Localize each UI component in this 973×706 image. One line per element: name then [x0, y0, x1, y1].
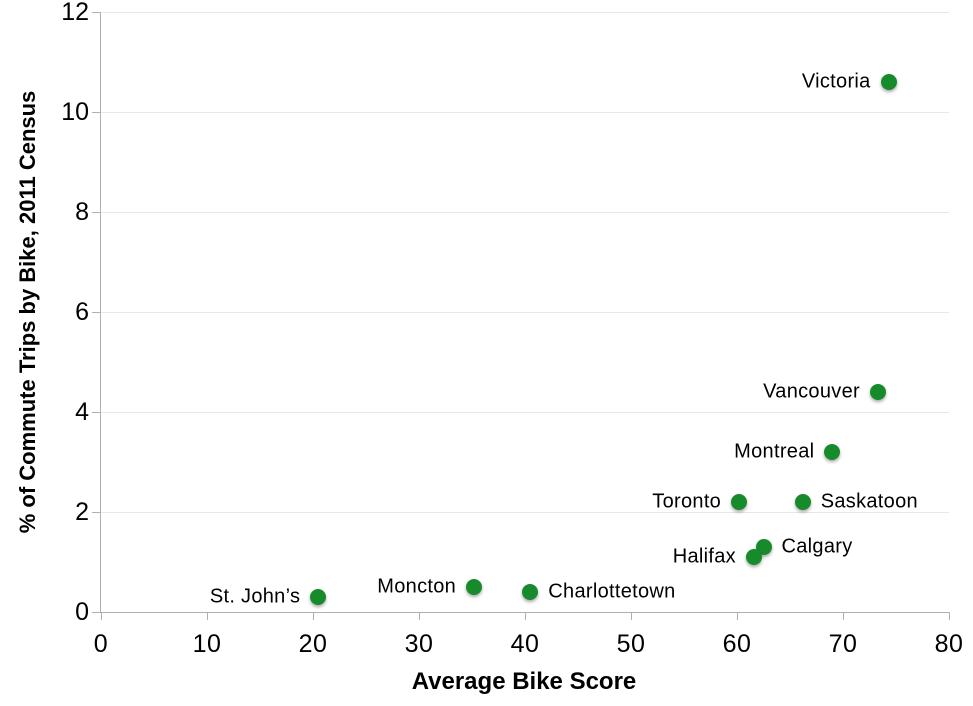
point-label-st-john-s: St. John’s — [209, 585, 301, 608]
gridline-y-12 — [101, 12, 949, 13]
x-tick-label-30: 30 — [404, 630, 434, 658]
y-tick-label-10: 10 — [61, 98, 89, 126]
y-tick-2 — [92, 512, 100, 513]
x-tick-40 — [525, 612, 526, 620]
data-point-montreal — [824, 444, 841, 460]
x-axis-title: Average Bike Score — [411, 668, 637, 695]
y-tick-6 — [92, 312, 100, 313]
data-point-st-john-s — [310, 589, 327, 605]
y-tick-12 — [92, 12, 100, 13]
gridline-y-8 — [101, 212, 949, 213]
data-point-charlottetown — [522, 584, 539, 600]
point-label-montreal: Montreal — [734, 440, 815, 463]
data-point-halifax — [745, 549, 762, 565]
y-tick-0 — [92, 612, 100, 613]
x-tick-label-20: 20 — [298, 630, 328, 658]
gridline-y-2 — [101, 512, 949, 513]
x-tick-label-80: 80 — [934, 630, 964, 658]
point-label-toronto: Toronto — [652, 490, 722, 513]
x-tick-10 — [207, 612, 208, 620]
point-label-vancouver: Vancouver — [763, 380, 860, 403]
x-tick-label-10: 10 — [192, 630, 222, 658]
y-tick-label-0: 0 — [75, 598, 89, 626]
point-label-halifax: Halifax — [672, 545, 736, 568]
y-tick-8 — [92, 212, 100, 213]
x-tick-30 — [419, 612, 420, 620]
point-label-saskatoon: Saskatoon — [820, 490, 918, 513]
data-point-toronto — [731, 494, 748, 510]
data-point-saskatoon — [794, 494, 811, 510]
point-label-moncton: Moncton — [377, 575, 457, 598]
gridline-y-6 — [101, 312, 949, 313]
x-tick-label-60: 60 — [722, 630, 752, 658]
gridline-y-4 — [101, 412, 949, 413]
x-tick-70 — [843, 612, 844, 620]
y-tick-label-12: 12 — [61, 0, 89, 26]
point-label-calgary: Calgary — [781, 535, 853, 558]
y-tick-label-4: 4 — [75, 398, 89, 426]
gridline-y-10 — [101, 112, 949, 113]
y-tick-4 — [92, 412, 100, 413]
x-tick-20 — [313, 612, 314, 620]
y-tick-10 — [92, 112, 100, 113]
x-tick-80 — [949, 612, 950, 620]
y-tick-label-2: 2 — [75, 498, 89, 526]
point-label-charlottetown: Charlottetown — [548, 580, 676, 603]
x-tick-label-50: 50 — [616, 630, 646, 658]
x-tick-60 — [737, 612, 738, 620]
x-tick-label-0: 0 — [93, 630, 109, 658]
data-point-vancouver — [869, 384, 886, 400]
y-tick-label-8: 8 — [75, 198, 89, 226]
y-tick-label-6: 6 — [75, 298, 89, 326]
point-label-victoria: Victoria — [801, 70, 871, 93]
data-point-moncton — [466, 579, 483, 595]
data-point-victoria — [880, 74, 897, 90]
plot-area: 0 10 20 30 40 50 60 70 80 0 2 4 6 8 10 12 Victoria Vancou… — [61, 0, 963, 658]
x-tick-label-40: 40 — [510, 630, 540, 658]
x-tick-50 — [631, 612, 632, 620]
x-tick-0 — [101, 612, 102, 620]
x-tick-label-70: 70 — [828, 630, 858, 658]
